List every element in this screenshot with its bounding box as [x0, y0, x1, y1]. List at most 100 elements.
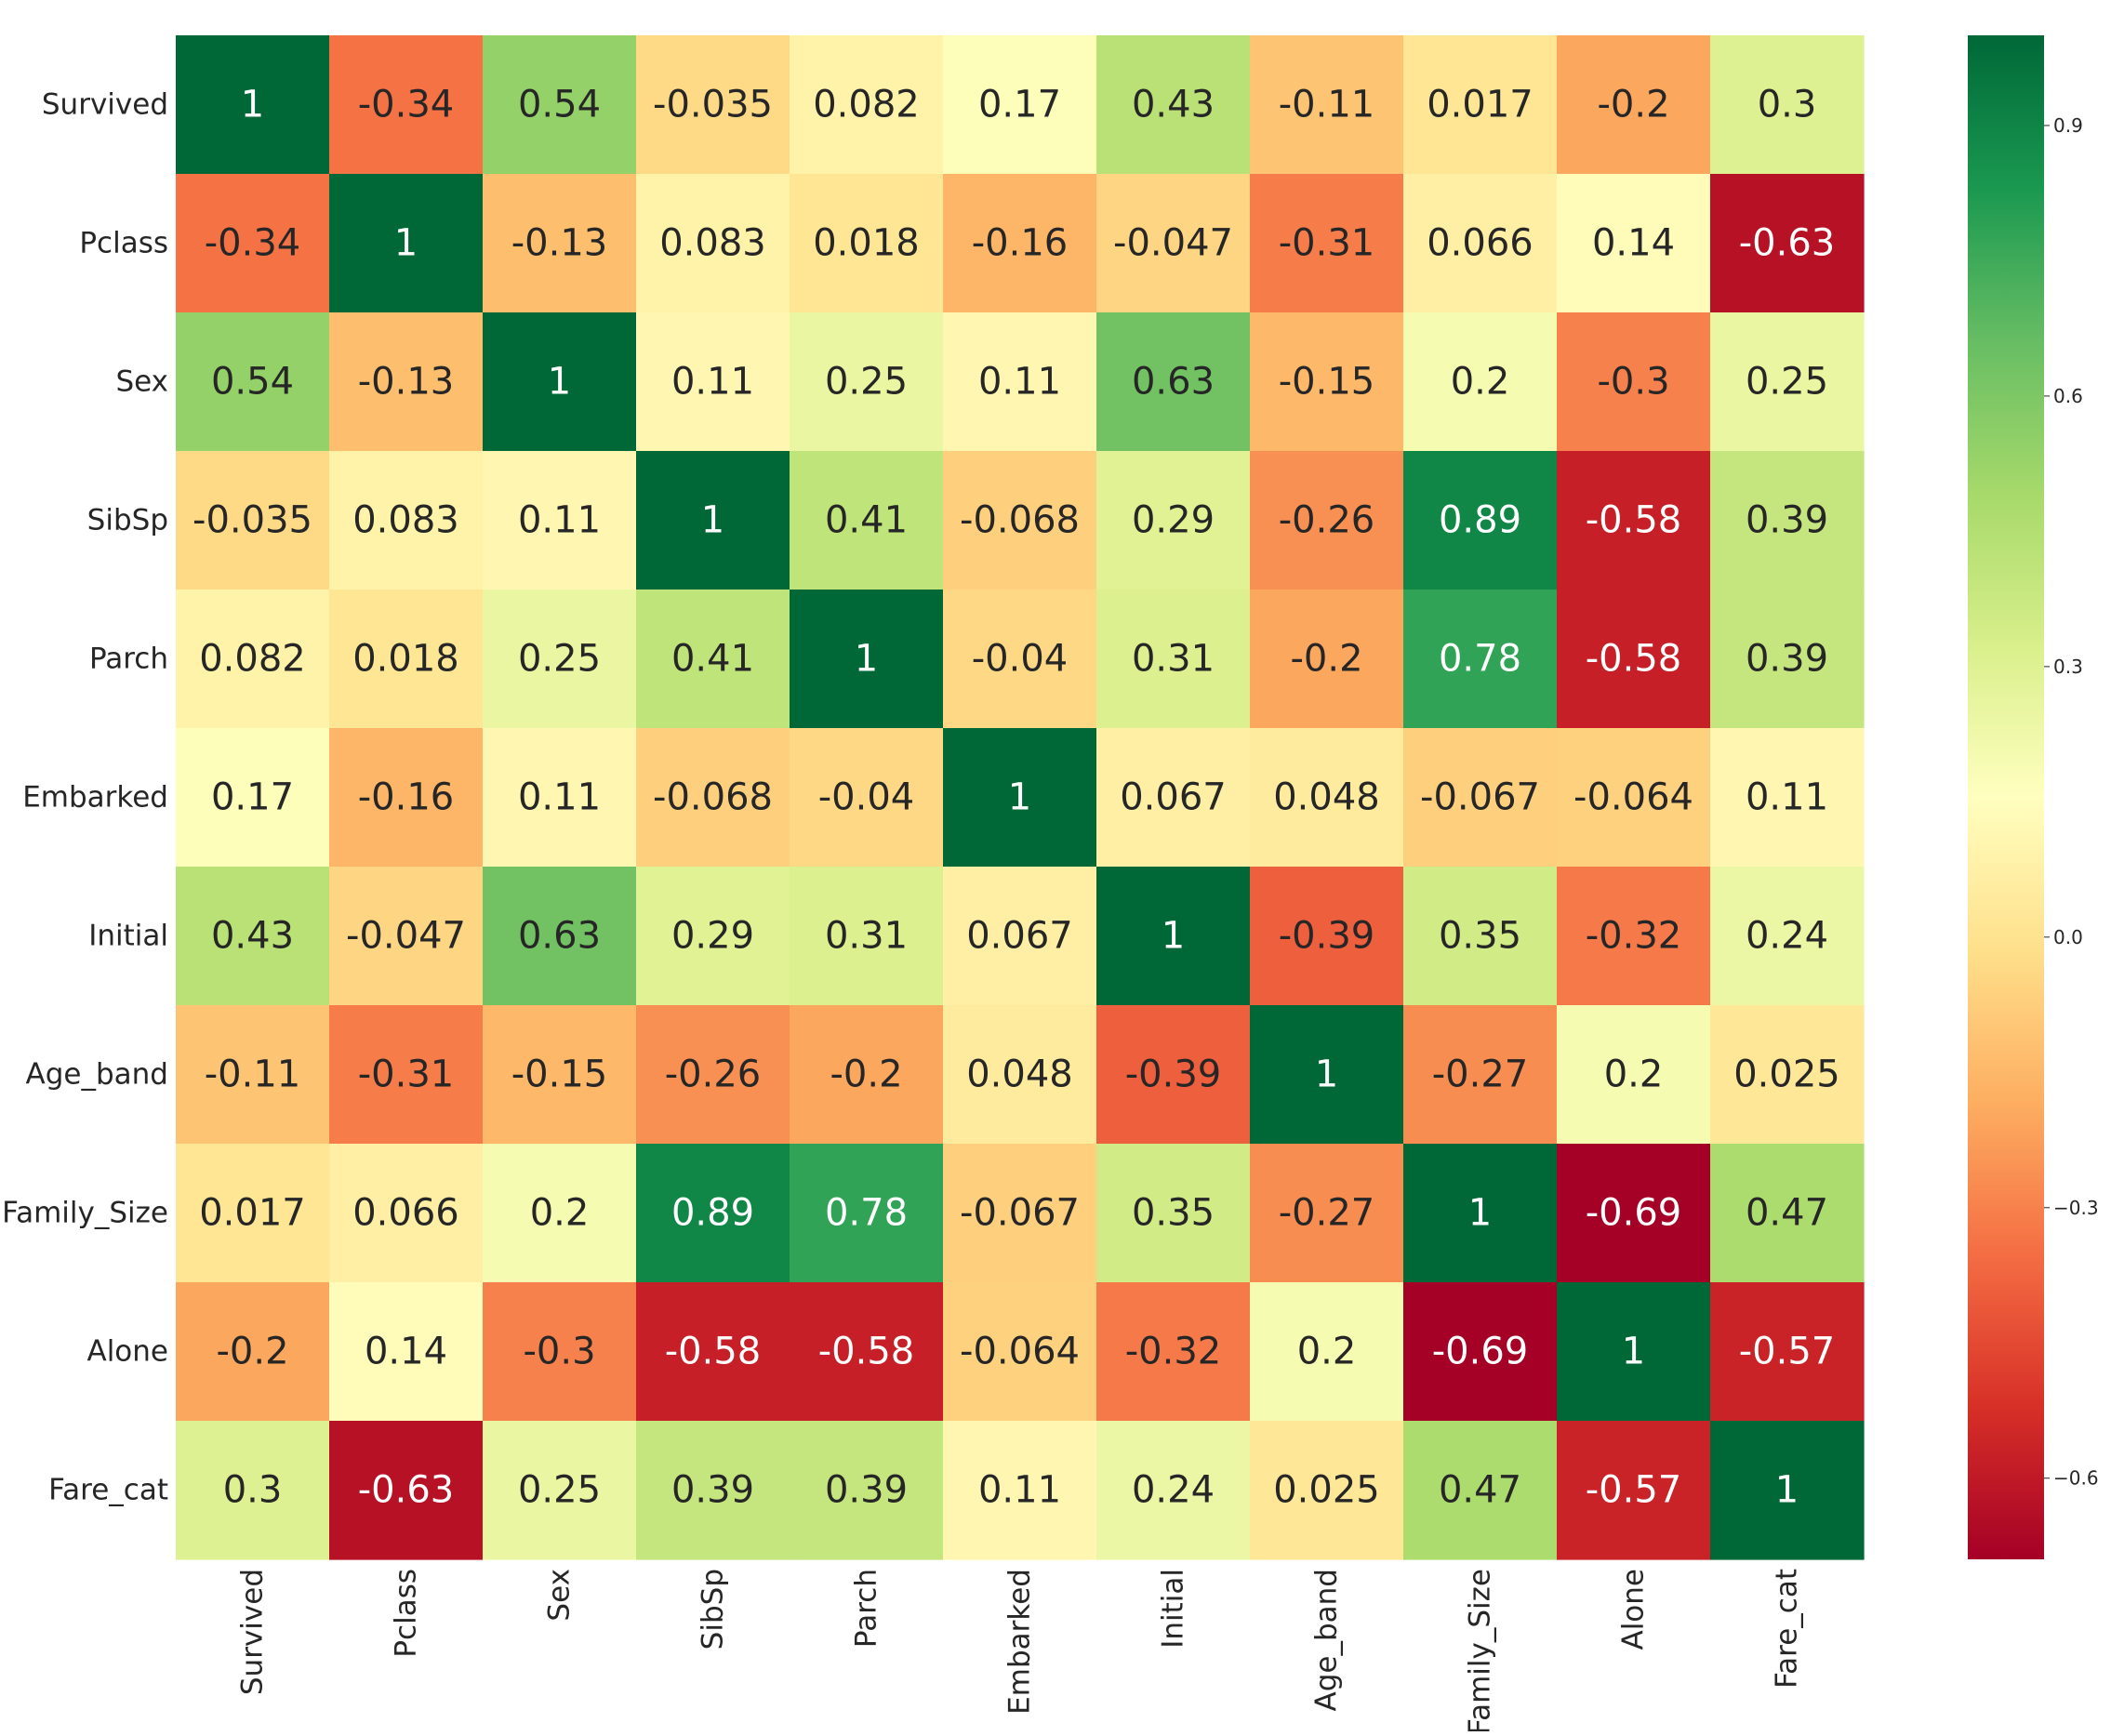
- cell-value-label: 0.11: [978, 361, 1061, 404]
- cell-value-label: -0.63: [358, 1469, 455, 1512]
- heatmap-cell: [483, 1421, 637, 1560]
- heatmap-cell: [329, 1421, 484, 1560]
- x-tick-label: Pclass: [390, 1569, 423, 1658]
- x-tick-label: Survived: [236, 1569, 270, 1695]
- heatmap-cell: [1710, 312, 1865, 452]
- cell-value-label: 0.018: [352, 638, 459, 681]
- cell-value-label: 0.41: [671, 638, 754, 681]
- heatmap-cell: [943, 1282, 1097, 1422]
- cell-value-label: -0.39: [1279, 915, 1375, 958]
- cell-value-label: 0.017: [199, 1192, 306, 1235]
- heatmap-cell: [1250, 867, 1404, 1006]
- cell-value-label: -0.16: [972, 222, 1069, 265]
- heatmap-cell: [1403, 1005, 1558, 1145]
- heatmap-cell: [1403, 867, 1558, 1006]
- colorbar-tick-label: 0.0: [2053, 926, 2083, 948]
- cell-value-label: 0.11: [978, 1469, 1061, 1512]
- heatmap-cell: [1250, 1421, 1404, 1560]
- heatmap-cell: [1710, 451, 1865, 590]
- cell-value-label: 0.29: [671, 915, 754, 958]
- heatmap-cell: [483, 590, 637, 729]
- heatmap-cell: [790, 1282, 944, 1422]
- cell-value-label: 0.47: [1439, 1469, 1521, 1512]
- heatmap-cell: [636, 35, 790, 175]
- cell-value-label: -0.32: [1125, 1331, 1222, 1373]
- heatmap-cell: [636, 1144, 790, 1283]
- cell-value-label: -0.035: [193, 499, 312, 542]
- heatmap-cell: [1557, 728, 1711, 868]
- heatmap-cell: [1250, 451, 1404, 590]
- cell-value-label: -0.58: [665, 1331, 762, 1373]
- cell-value-label: 0.39: [825, 1469, 908, 1512]
- colorbar-tick-label: 0.6: [2053, 385, 2083, 407]
- x-tick-label: Initial: [1157, 1569, 1190, 1649]
- cell-value-label: 0.025: [1733, 1054, 1840, 1096]
- heatmap-cell: [1096, 35, 1251, 175]
- x-tick-label: Sex: [543, 1569, 577, 1622]
- heatmap-cell: [1403, 174, 1558, 313]
- cell-value-label: 0.048: [1273, 776, 1380, 819]
- y-tick-label: Pclass: [79, 227, 168, 260]
- cell-value-label: -0.2: [1597, 84, 1669, 126]
- heatmap-cell: [176, 590, 330, 729]
- cell-value-label: 1: [548, 361, 571, 404]
- cell-value-label: 0.63: [518, 915, 601, 958]
- cell-value-label: 0.066: [352, 1192, 459, 1235]
- cell-value-label: 1: [1622, 1331, 1645, 1373]
- cell-value-label: -0.047: [1113, 222, 1233, 265]
- heatmap-cell: [483, 451, 637, 590]
- cell-value-label: -0.04: [972, 638, 1069, 681]
- cell-value-label: -0.34: [205, 222, 301, 265]
- heatmap-cell: [1250, 590, 1404, 729]
- cell-value-label: -0.13: [358, 361, 455, 404]
- y-tick-label: Fare_cat: [48, 1474, 168, 1507]
- cell-value-label: -0.3: [523, 1331, 595, 1373]
- heatmap-cell: [483, 1282, 637, 1422]
- cell-value-label: 0.3: [223, 1469, 283, 1512]
- heatmap-cell: [329, 1282, 484, 1422]
- heatmap-cell: [483, 312, 637, 452]
- heatmap-cell: [329, 312, 484, 452]
- heatmap-cell: [1250, 1282, 1404, 1422]
- heatmap-cell: [483, 1144, 637, 1283]
- heatmap-cell: [176, 174, 330, 313]
- heatmap-cell: [1710, 1421, 1865, 1560]
- cell-value-label: -0.067: [960, 1192, 1080, 1235]
- heatmap-cell: [329, 867, 484, 1006]
- heatmap-cell: [1557, 451, 1711, 590]
- heatmap-cell: [1557, 35, 1711, 175]
- cell-value-label: 1: [394, 222, 418, 265]
- heatmap-cell: [1096, 174, 1251, 313]
- cell-value-label: 0.2: [1604, 1054, 1664, 1096]
- x-tick-label: Embarked: [1003, 1569, 1037, 1715]
- heatmap-cell: [1096, 1421, 1251, 1560]
- heatmap-cell: [943, 1144, 1097, 1283]
- cell-value-label: 0.048: [966, 1054, 1073, 1096]
- heatmap-cell: [1096, 867, 1251, 1006]
- x-tick-label: Age_band: [1310, 1569, 1344, 1711]
- x-tick-label: Fare_cat: [1771, 1569, 1804, 1689]
- y-tick-label: Family_Size: [2, 1197, 168, 1230]
- cell-value-label: 0.083: [352, 499, 459, 542]
- heatmap-cell: [1096, 1144, 1251, 1283]
- heatmap-cell: [483, 1005, 637, 1145]
- heatmap-cell: [1557, 1282, 1711, 1422]
- x-axis-tick-labels: Survived Pclass Sex SibSp Parch Embarked Initi…: [236, 1569, 1804, 1735]
- cell-value-label: 0.017: [1427, 84, 1533, 126]
- heatmap-cell: [1250, 312, 1404, 452]
- heatmap-cell: [1096, 312, 1251, 452]
- cell-value-label: -0.27: [1432, 1054, 1529, 1096]
- heatmap-cell: [943, 174, 1097, 313]
- colorbar-gradient: [1968, 35, 2044, 1559]
- cell-value-label: -0.04: [818, 776, 915, 819]
- heatmap-cell: [790, 867, 944, 1006]
- cell-value-label: -0.13: [511, 222, 608, 265]
- cell-value-label: -0.39: [1125, 1054, 1222, 1096]
- cell-value-label: 0.018: [813, 222, 920, 265]
- heatmap-cell: [636, 867, 790, 1006]
- cell-value-label: 0.11: [518, 776, 601, 819]
- cell-value-label: -0.15: [511, 1054, 608, 1096]
- y-tick-label: SibSp: [87, 504, 168, 537]
- heatmap-cell: [943, 590, 1097, 729]
- heatmap-cell: [943, 1421, 1097, 1560]
